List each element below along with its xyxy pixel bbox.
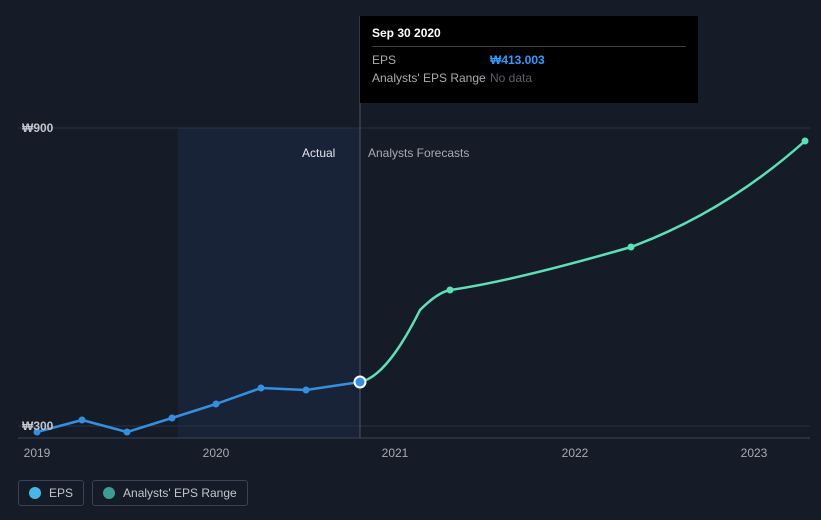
tooltip-row-label: Analysts' EPS Range: [372, 69, 490, 87]
x-axis-tick: 2020: [203, 446, 230, 460]
x-axis-tick: 2019: [24, 446, 51, 460]
x-axis-tick: 2021: [382, 446, 409, 460]
legend-label: EPS: [49, 486, 73, 500]
legend-item-analysts-range[interactable]: Analysts' EPS Range: [92, 480, 248, 506]
legend-item-eps[interactable]: EPS: [18, 480, 84, 506]
legend-label: Analysts' EPS Range: [123, 486, 237, 500]
tooltip-row-value: No data: [490, 69, 532, 87]
tooltip-date: Sep 30 2020: [372, 24, 686, 47]
tooltip-row-label: EPS: [372, 51, 490, 69]
tooltip-row-value: ₩413.003: [490, 51, 545, 69]
x-axis-tick: 2023: [741, 446, 768, 460]
x-axis-tick: 2022: [562, 446, 589, 460]
tooltip-row: Analysts' EPS RangeNo data: [372, 69, 686, 87]
y-axis-tick: ₩900: [22, 121, 53, 135]
legend-swatch-icon: [29, 487, 41, 499]
tooltip-row: EPS₩413.003: [372, 51, 686, 69]
eps-chart: ₩900 ₩300 2019 2020 2021 2022 2023 Actual Ana…: [0, 0, 821, 520]
region-label-forecast: Analysts Forecasts: [368, 146, 469, 160]
chart-tooltip: Sep 30 2020 EPS₩413.003Analysts' EPS Ran…: [360, 16, 698, 103]
y-axis-tick: ₩300: [22, 419, 53, 433]
legend-swatch-icon: [103, 487, 115, 499]
chart-legend: EPS Analysts' EPS Range: [18, 480, 248, 506]
region-label-actual: Actual: [302, 146, 335, 160]
